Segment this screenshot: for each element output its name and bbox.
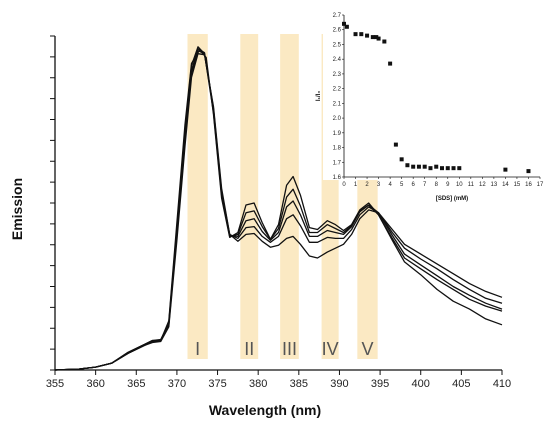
band-label-5: V <box>361 339 373 359</box>
inset-y-tick-label: 1.9 <box>333 131 342 137</box>
inset-x-tick-label: 14 <box>502 182 509 188</box>
inset-x-tick-label: 0 <box>342 182 346 188</box>
inset-x-tick-label: 11 <box>468 182 475 188</box>
inset-x-tick-label: 4 <box>388 182 392 188</box>
inset-y-tick-label: 2.5 <box>333 42 342 48</box>
inset-x-tick-label: 3 <box>377 182 381 188</box>
band-2 <box>240 34 259 359</box>
inset-y-tick-label: 1.6 <box>333 175 342 181</box>
x-tick-label: 390 <box>330 378 348 390</box>
x-tick-label: 375 <box>208 378 226 390</box>
inset-x-tick-label: 6 <box>412 182 416 188</box>
inset-data-point <box>382 39 387 44</box>
inset-data-point <box>422 164 427 169</box>
inset-data-point <box>457 166 462 171</box>
x-tick-label: 385 <box>290 378 308 390</box>
inset-data-point <box>393 142 398 147</box>
x-tick-label: 370 <box>168 378 186 390</box>
inset-xlabel: [SDS] (mM) <box>436 196 468 202</box>
band-1 <box>187 34 208 359</box>
band-label-3: III <box>282 339 297 359</box>
inset-data-point <box>353 32 358 37</box>
inset-x-tick-label: 17 <box>537 182 544 188</box>
inset-y-tick-label: 1.8 <box>333 146 342 152</box>
inset-x-tick-label: 1 <box>354 182 358 188</box>
inset-chart: 0 1 2 3 4 5 6 7 8 9 10 11 12 13 14 15 16 171.61.71.81.92.… <box>316 12 544 202</box>
inset-y-tick-label: 2.4 <box>333 57 342 63</box>
inset-x-tick-label: 7 <box>423 182 427 188</box>
spectrum-line-5 <box>54 53 503 371</box>
inset-x-tick-label: 10 <box>456 182 463 188</box>
inset-data-point <box>445 166 450 171</box>
inset-data-point <box>451 166 456 171</box>
inset-y-tick-label: 2.6 <box>333 28 342 34</box>
x-tick-label: 410 <box>493 378 511 390</box>
main-axes: 355 360 365 370 375 380 385 390 395 400 405 410 <box>46 35 511 390</box>
inset-y-tick-label: 2.7 <box>333 13 342 19</box>
inset-data-point <box>526 169 531 174</box>
inset-data-point <box>344 24 349 29</box>
x-tick-label: 355 <box>46 378 64 390</box>
x-tick-label: 380 <box>249 378 267 390</box>
y-axis-title: Emission <box>9 178 25 240</box>
inset-x-tick-label: 2 <box>365 182 369 188</box>
inset-data-point <box>370 35 375 40</box>
inset-data-point <box>342 21 346 26</box>
emission-spectra <box>54 46 503 371</box>
inset-y-tick-label: 2.2 <box>333 87 342 93</box>
inset-x-tick-label: 15 <box>514 182 521 188</box>
inset-data-point <box>440 166 444 171</box>
x-axis-title: Wavelength (nm) <box>209 402 321 418</box>
inset-x-tick-label: 8 <box>435 182 439 188</box>
inset-data-point <box>428 166 433 171</box>
inset-data-point <box>388 61 393 66</box>
x-tick-label: 395 <box>371 378 389 390</box>
x-tick-label: 360 <box>86 378 104 390</box>
inset-data-point <box>399 157 404 162</box>
inset-points <box>342 21 531 174</box>
inset-data-point <box>405 163 410 168</box>
inset-y-tick-label: 2.3 <box>333 72 342 78</box>
inset-data-point <box>411 164 416 169</box>
inset-x-tick-label: 13 <box>491 182 498 188</box>
inset-ylabel: I₁/I₃ <box>316 91 322 101</box>
inset-data-point <box>365 33 370 38</box>
inset-axes: 0 1 2 3 4 5 6 7 8 9 10 11 12 13 14 15 16 171.61.71.81.92.… <box>333 13 544 188</box>
band-label-4: IV <box>322 339 339 359</box>
inset-x-tick-label: 16 <box>525 182 532 188</box>
inset-data-point <box>434 164 439 169</box>
inset-y-tick-label: 2.1 <box>333 101 342 107</box>
inset-y-tick-label: 1.7 <box>333 160 342 166</box>
inset-x-tick-label: 9 <box>446 182 450 188</box>
x-tick-label: 365 <box>127 378 145 390</box>
inset-x-tick-label: 12 <box>479 182 486 188</box>
x-tick-label: 400 <box>412 378 430 390</box>
x-tick-label: 405 <box>452 378 470 390</box>
band-3 <box>280 34 299 359</box>
inset-data-point <box>359 32 364 37</box>
inset-y-tick-label: 2.0 <box>333 116 342 122</box>
band-label-2: II <box>244 339 254 359</box>
inset-background <box>323 12 539 180</box>
inset-data-point <box>503 167 508 172</box>
inset-data-point <box>416 164 421 169</box>
inset-x-tick-label: 5 <box>400 182 404 188</box>
band-label-1: I <box>195 339 200 359</box>
inset-data-point <box>374 35 379 40</box>
inset-data-point <box>376 36 381 41</box>
